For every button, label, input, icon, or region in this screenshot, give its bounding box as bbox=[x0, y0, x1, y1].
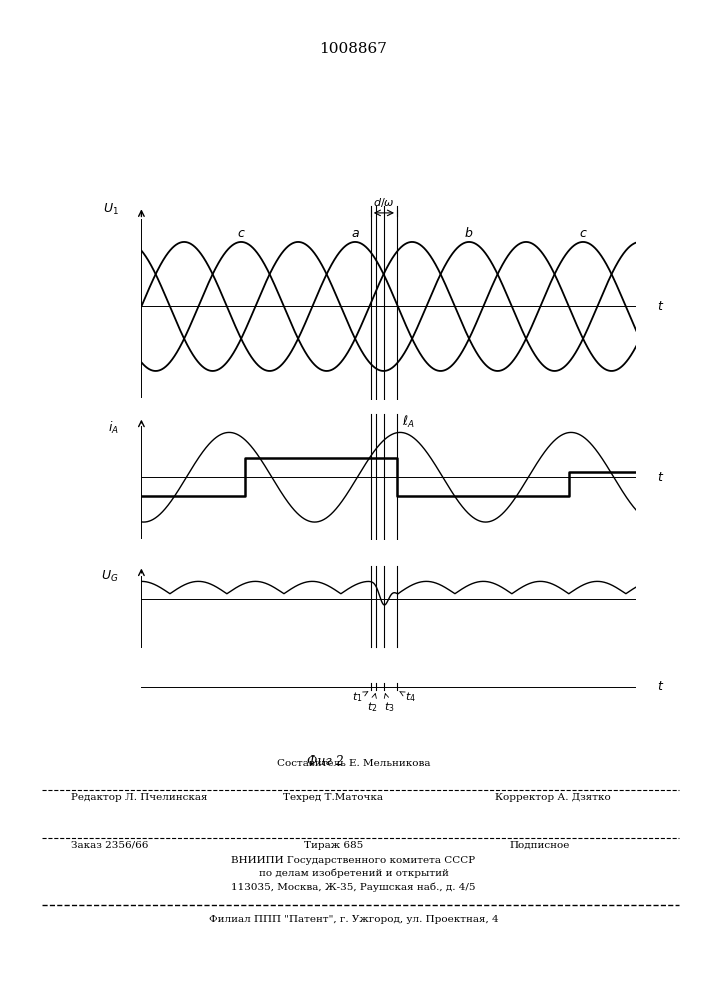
Text: $t$: $t$ bbox=[657, 300, 664, 313]
Text: $t_4$: $t_4$ bbox=[399, 691, 416, 704]
Text: $t$: $t$ bbox=[657, 680, 664, 693]
Text: Составитель Е. Мельникова: Составитель Е. Мельникова bbox=[276, 759, 431, 768]
Text: Фиг 2: Фиг 2 bbox=[307, 755, 344, 768]
Text: $t_1$: $t_1$ bbox=[352, 691, 368, 704]
Text: $t$: $t$ bbox=[657, 471, 664, 484]
Text: $i_A$: $i_A$ bbox=[108, 420, 119, 436]
Text: $U_1$: $U_1$ bbox=[103, 202, 119, 217]
Text: по делам изобретений и открытий: по делам изобретений и открытий bbox=[259, 869, 448, 879]
Text: $t_3$: $t_3$ bbox=[383, 694, 395, 714]
Text: $a$: $a$ bbox=[351, 227, 360, 240]
Text: 1008867: 1008867 bbox=[320, 42, 387, 56]
Text: $d/\omega$: $d/\omega$ bbox=[373, 196, 395, 209]
Text: Подписное: Подписное bbox=[509, 841, 569, 850]
Text: $c$: $c$ bbox=[237, 227, 245, 240]
Text: Редактор Л. Пчелинская: Редактор Л. Пчелинская bbox=[71, 793, 207, 802]
Text: 113035, Москва, Ж-35, Раушская наб., д. 4/5: 113035, Москва, Ж-35, Раушская наб., д. … bbox=[231, 882, 476, 892]
Text: ВНИИПИ Государственного комитета СССР: ВНИИПИ Государственного комитета СССР bbox=[231, 856, 476, 865]
Text: $\ell_A$: $\ell_A$ bbox=[402, 414, 415, 430]
Text: Техред Т.Маточка: Техред Т.Маточка bbox=[283, 793, 382, 802]
Text: $t_2$: $t_2$ bbox=[366, 694, 377, 714]
Text: $b$: $b$ bbox=[464, 226, 474, 240]
Text: Заказ 2356/66: Заказ 2356/66 bbox=[71, 841, 148, 850]
Text: Тираж 685: Тираж 685 bbox=[304, 841, 363, 850]
Text: $c$: $c$ bbox=[578, 227, 588, 240]
Text: Корректор А. Дзятко: Корректор А. Дзятко bbox=[495, 793, 611, 802]
Text: Филиал ППП "Патент", г. Ужгород, ул. Проектная, 4: Филиал ППП "Патент", г. Ужгород, ул. Про… bbox=[209, 915, 498, 924]
Text: $U_G$: $U_G$ bbox=[101, 569, 119, 584]
